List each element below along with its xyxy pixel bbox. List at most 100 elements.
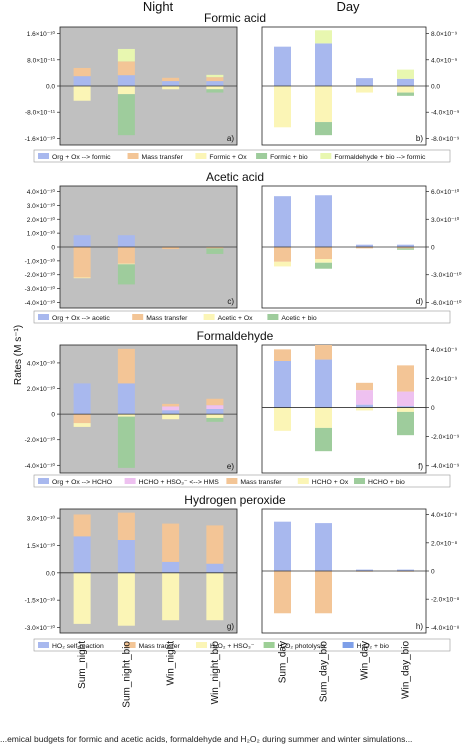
legend-label-1-3: Acetic + bio [281,315,317,322]
bar-d-s2-c1 [315,259,332,263]
tick-label-f-1: -2.0×10⁻⁹ [431,434,460,441]
legend-label-0-4: Formaldehyde + bio --> formic [334,154,426,161]
x-tick-label-day-1: Sum_day_bio [319,641,330,703]
bar-a-s0-c1 [117,75,135,86]
bar-c-s1-c0 [73,247,91,278]
bar-b-s0-c2 [356,78,373,86]
tick-label-g-0: -3.0×10⁻¹⁰ [25,624,56,632]
panel-label-f: f) [418,462,423,471]
panel-label-e: e) [227,462,234,471]
legend-label-3-2: H₂O₂ + HSO₃⁻ [210,643,255,650]
tick-label-g-2: 0.0 [46,570,55,577]
tick-label-f-4: 4.0×10⁻⁹ [431,347,457,354]
panel-row-formic: Formic acid -1.6×10⁻¹⁰ -8.0×10⁻¹¹ 0.0 8.0×1… [25,11,460,163]
legend-swatch-0-3 [256,153,268,159]
tick-label-c-8: 4.0×10⁻¹⁰ [27,188,56,196]
bar-a-s3-c3 [206,89,224,93]
tick-label-h-4: 4.0×10⁻⁸ [431,512,457,519]
bar-f-s1-c2 [356,390,373,405]
tick-label-h-1: -2.0×10⁻⁸ [431,597,460,604]
bar-e-s3-c0 [73,423,91,427]
tick-label-d-1: -3.0×10⁻¹⁰ [431,271,462,279]
bar-g-s1-c1 [117,512,135,540]
tick-label-c-6: 2.0×10⁻¹⁰ [27,216,56,224]
bar-d-s1-c1 [315,247,332,260]
bar-c-s3-c3 [206,248,224,254]
bar-d-s1-c3 [397,247,414,249]
legend-swatch-3-1 [124,642,136,648]
legend-label-2-2: Mass transfer [240,479,282,486]
bar-g-s1-c3 [206,525,224,564]
tick-label-a-4: 1.6×10⁻¹⁰ [27,30,56,38]
figure-caption: ...emical budgets for formic and acetic … [0,734,413,744]
bar-b-s4-c3 [397,69,414,79]
bar-b-s2-c2 [356,86,373,93]
bar-b-s2-c1 [315,86,332,123]
panel-h-day: -4.0×10⁻⁸ -2.0×10⁻⁸ 0 2.0×10⁻⁸ 4.0×10⁻⁸ h) [261,508,460,634]
panel-b-day: -8.0×10⁻⁹ -4.0×10⁻⁹ 0.0 4.0×10⁻⁹ 8.0×10⁻⁹ b) [261,26,460,146]
tick-label-c-3: -1.0×10⁻¹⁰ [25,257,56,265]
tick-label-d-0: -6.0×10⁻¹⁰ [431,299,462,307]
bar-a-s3-c1 [117,94,135,136]
bar-b-s0-c1 [315,43,332,86]
tick-label-d-3: 3.0×10⁻¹⁰ [431,216,460,224]
chart-title-h2o2: Hydrogen peroxide [184,493,286,507]
legend-swatch-3-2 [196,642,207,648]
bar-h-s0-c3 [397,569,414,571]
bar-f-s0-c1 [315,359,332,408]
legend-swatch-0-2 [195,153,207,159]
legend-acetic: Org + Ox --> acetic Mass transfer Acetic +… [33,310,451,324]
panel-g-night: -3.0×10⁻¹⁰ -1.5×10⁻¹⁰ 0.0 1.5×10⁻¹⁰ 3.0×10⁻¹… [25,508,238,634]
panel-label-d: d) [416,297,423,306]
bar-d-s1-c0 [274,247,291,262]
bar-c-s0-c0 [73,235,91,247]
bar-f-s3-c0 [274,407,291,431]
tick-label-e-2: 0 [51,412,55,419]
bar-e-s2-c2 [162,403,180,407]
bar-b-s0-c3 [397,78,414,86]
bar-d-s1-c2 [356,247,373,249]
x-category-labels: Sum_night Sum_night_bio Win_night Win_night… [77,641,411,708]
tick-label-a-1: -8.0×10⁻¹¹ [25,110,56,117]
panel-label-a: a) [227,134,234,143]
panel-row-formaldehyde: Formaldehyde -4.0×10⁻¹⁰ -2.0×10⁻¹⁰ 0 2.0×10… [25,329,460,488]
bar-c-s1-c2 [162,247,180,250]
bar-b-s3-c3 [397,92,414,96]
bar-g-s0-c0 [73,536,91,573]
bar-e-s2-c1 [117,348,135,384]
bar-g-s0-c1 [117,540,135,573]
tick-label-c-1: -3.0×10⁻¹⁰ [25,285,56,293]
panel-label-g: g) [227,622,234,631]
tick-label-f-3: 2.0×10⁻⁹ [431,376,457,383]
bar-e-s0-c2 [162,410,180,415]
bar-b-s2-c3 [397,86,414,93]
legend-label-2-0: Org + Ox --> HCHO [52,479,112,486]
bar-d-s0-c3 [397,244,414,247]
bar-c-s2-c0 [73,277,91,279]
bar-e-s1-c3 [206,405,224,409]
tick-label-g-4: 3.0×10⁻¹⁰ [27,515,56,523]
bar-a-s1-c1 [117,61,135,76]
bar-d-s0-c0 [274,196,291,247]
tick-label-f-2: 0 [431,405,435,412]
x-tick-label-day-2: Win_day [360,641,371,680]
legend-swatch-0-1 [127,153,139,159]
bar-a-s1-c0 [73,67,91,77]
tick-label-c-0: -4.0×10⁻¹⁰ [25,299,56,307]
bar-b-s0-c0 [274,46,291,86]
x-tick-label-night-0: Sum_night [77,641,88,689]
bar-b-s2-c0 [274,86,291,128]
bar-d-s0-c1 [315,195,332,247]
bar-a-s0-c2 [162,81,180,86]
bar-c-s2-c1 [117,263,135,265]
bar-f-s1-c3 [397,391,414,407]
legend-label-3-4: H₂O₂ + bio [357,643,390,650]
legend-swatch-1-0 [38,314,49,320]
panel-d-day: -6.0×10⁻¹⁰ -3.0×10⁻¹⁰ 0 3.0×10⁻¹⁰ 6.0×10⁻¹⁰ d… [261,185,462,309]
bar-g-s2-c0 [73,572,91,624]
bar-d-s0-c2 [356,244,373,247]
legend-label-1-0: Org + Ox --> acetic [52,315,110,322]
bar-e-s0-c3 [206,409,224,415]
tick-label-c-5: 1.0×10⁻¹⁰ [27,230,56,238]
